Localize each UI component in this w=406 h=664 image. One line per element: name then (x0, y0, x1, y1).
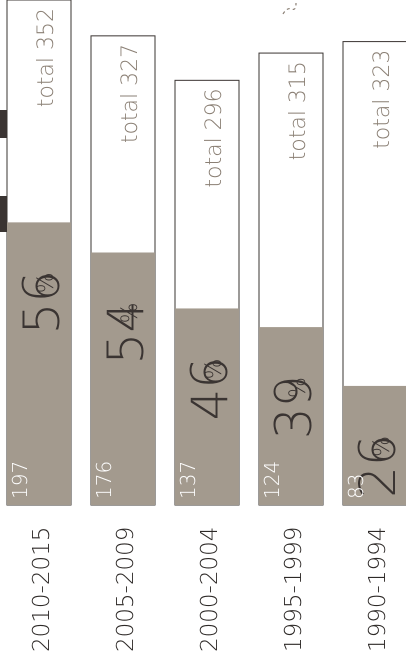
percent-sign: % (118, 302, 143, 323)
count-label: 176 (92, 461, 116, 499)
value-bar-2000-2004 (175, 308, 239, 505)
count-label: 83 (344, 474, 368, 499)
total-label: total 323 (370, 50, 395, 149)
percent-label: 39 (265, 375, 323, 439)
total-label: total 315 (286, 61, 311, 160)
dark-tag-bottom (0, 196, 9, 232)
percent-label: 46 (181, 357, 239, 421)
category-label: 2010-2015 (29, 527, 55, 652)
total-label: total 352 (34, 8, 59, 107)
total-label: total 296 (202, 88, 227, 187)
percent-sign: % (202, 358, 227, 379)
percent-sign: % (34, 272, 59, 293)
value-bar-2010-2015 (7, 222, 71, 505)
count-label: 197 (8, 461, 32, 499)
category-label: 2005-2009 (113, 527, 139, 652)
squiggle-decoration (282, 2, 297, 15)
value-bar-2005-2009 (91, 252, 155, 505)
percent-label: 54 (97, 301, 155, 365)
total-label: total 327 (118, 44, 143, 143)
value-bar-1995-1999 (259, 327, 323, 505)
bars-layer: total 352 56% 197 2010-2015 total 327 54% 176 2… (6, 0, 406, 652)
category-label: 1995-1999 (281, 527, 307, 652)
percent-sign: % (370, 436, 395, 457)
dark-tag-top (0, 110, 9, 138)
percent-sign: % (286, 377, 311, 398)
count-label: 124 (260, 461, 284, 499)
category-label: 1990-1994 (365, 527, 391, 652)
category-label: 2000-2004 (197, 527, 223, 652)
count-label: 137 (176, 461, 200, 499)
percent-label: 26 (349, 434, 406, 498)
percent-label: 56 (13, 271, 71, 335)
decorative-tags (0, 110, 9, 232)
value-bar-1990-1994 (343, 385, 406, 505)
